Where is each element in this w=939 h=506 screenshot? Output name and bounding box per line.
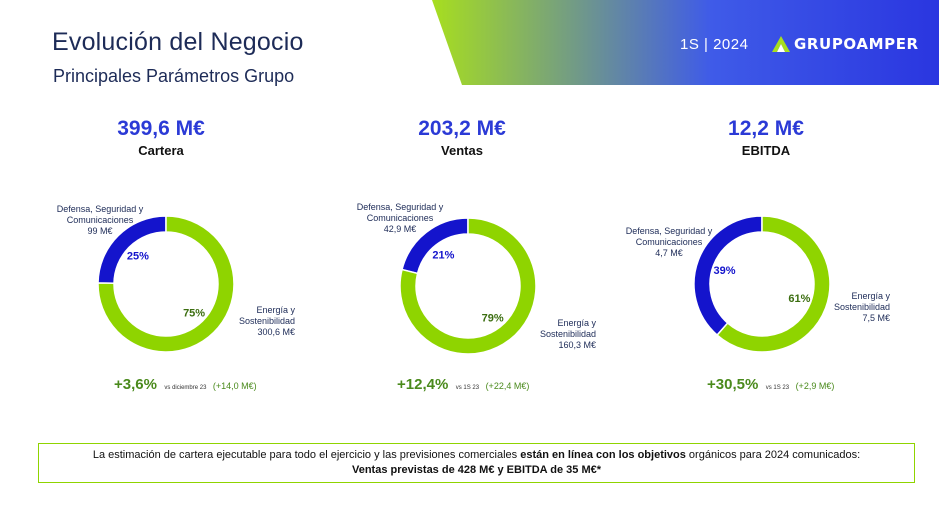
kpi-cartera: 399,6 M€ Cartera	[61, 116, 261, 160]
growth-reference: vs 1S 23	[765, 385, 790, 391]
donut-slice-energy	[97, 215, 235, 353]
kpi-ebitda: 12,2 M€ EBITDA	[666, 116, 866, 160]
note-line-1: La estimación de cartera ejecutable para…	[92, 449, 861, 461]
segment-label-energy: Energía y Sostenibilidad 160,3 M€	[539, 318, 596, 350]
growth-percent: +30,5%	[707, 376, 759, 393]
logo-mark-icon	[772, 36, 790, 52]
logo-text: GRUPOAMPER	[794, 35, 919, 53]
donut-chart-ventas: 21% 79%	[399, 217, 537, 355]
donut-chart-cartera: 25% 75%	[97, 215, 235, 353]
segment-label-energy: Energía y Sostenibilidad 7,5 M€	[833, 291, 890, 323]
note-line-2: Ventas previstas de 428 M€ y EBITDA de 3…	[351, 464, 602, 476]
segment-label-energy: Energía y Sostenibilidad 300,6 M€	[238, 305, 295, 337]
segment-label-defense: Defensa, Seguridad y Comunicaciones 99 M…	[56, 204, 144, 236]
growth-ebitda: +30,5% vs 1S 23 (+2,9 M€)	[707, 376, 834, 394]
donut-slice-energy	[716, 215, 831, 353]
donut-percent-label: 75%	[183, 307, 205, 319]
donut-percent-label: 25%	[127, 251, 149, 263]
kpi-value: 203,2 M€	[418, 117, 506, 140]
kpi-value: 399,6 M€	[117, 117, 205, 140]
donut-slice-energy	[399, 217, 537, 355]
kpi-ventas: 203,2 M€ Ventas	[362, 116, 562, 160]
kpi-value: 12,2 M€	[728, 117, 804, 140]
header-gradient-band	[432, 0, 939, 85]
growth-delta: (+22,4 M€)	[485, 381, 530, 391]
kpi-label: Ventas	[441, 143, 483, 158]
donut-percent-label: 61%	[788, 293, 810, 305]
period-label: 1S | 2024	[680, 36, 749, 53]
kpi-label: Cartera	[138, 143, 184, 158]
growth-percent: +12,4%	[397, 376, 449, 393]
growth-percent: +3,6%	[114, 376, 157, 393]
growth-delta: (+14,0 M€)	[212, 381, 257, 391]
segment-label-defense: Defensa, Seguridad y Comunicaciones 4,7 …	[625, 226, 713, 258]
donut-chart-ebitda: 39% 61%	[693, 215, 831, 353]
donut-percent-label: 39%	[714, 265, 736, 277]
page-title: Evolución del Negocio	[52, 28, 304, 56]
growth-cartera: +3,6% vs diciembre 23 (+14,0 M€)	[114, 376, 257, 394]
growth-reference: vs diciembre 23	[164, 385, 207, 391]
segment-label-defense: Defensa, Seguridad y Comunicaciones 42,9…	[356, 202, 444, 234]
page-subtitle: Principales Parámetros Grupo	[53, 66, 295, 86]
growth-ventas: +12,4% vs 1S 23 (+22,4 M€)	[397, 376, 529, 394]
growth-reference: vs 1S 23	[455, 385, 480, 391]
donut-percent-label: 79%	[482, 313, 504, 325]
growth-delta: (+2,9 M€)	[795, 381, 835, 391]
kpi-label: EBITDA	[741, 143, 791, 158]
company-logo: GRUPOAMPER	[772, 33, 919, 55]
outlook-note: La estimación de cartera ejecutable para…	[38, 443, 915, 483]
donut-percent-label: 21%	[432, 249, 454, 261]
